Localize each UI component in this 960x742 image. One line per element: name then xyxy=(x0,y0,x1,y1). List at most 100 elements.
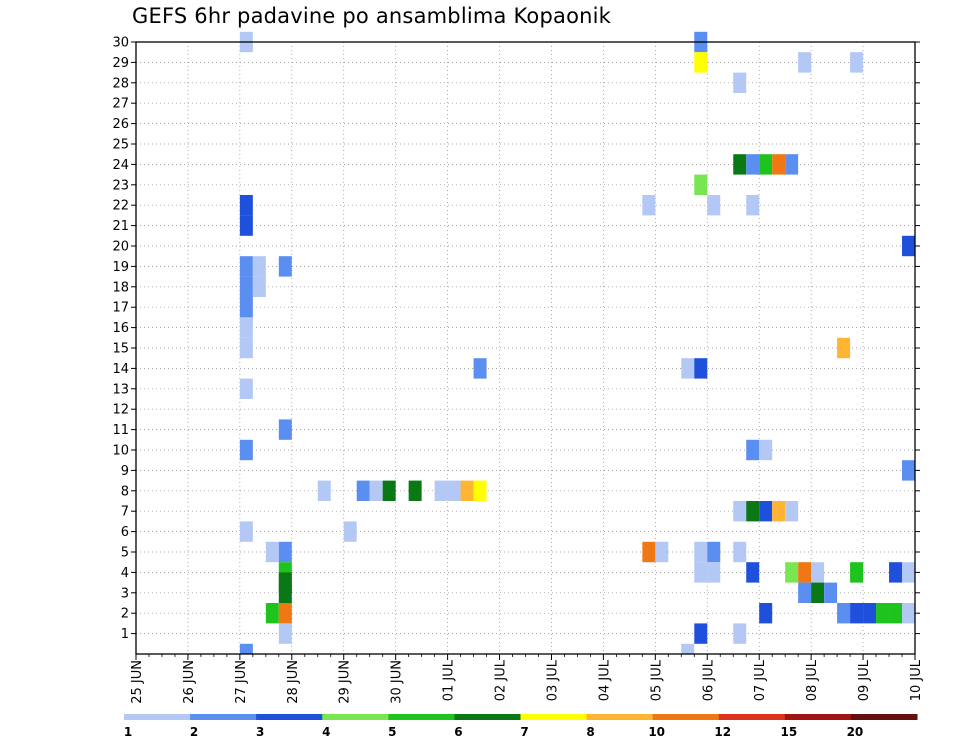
data-cell xyxy=(239,256,253,277)
data-cell xyxy=(824,582,838,603)
data-cell xyxy=(239,195,253,216)
data-cell xyxy=(434,480,448,501)
data-cell xyxy=(460,480,474,501)
data-cell xyxy=(733,501,747,522)
y-tick-label: 7 xyxy=(121,505,129,520)
y-tick-label: 6 xyxy=(121,525,129,540)
y-tick-label: 8 xyxy=(121,484,129,499)
y-tick-label: 19 xyxy=(112,260,129,275)
y-tick-label: 9 xyxy=(121,464,129,479)
y-tick-label: 24 xyxy=(112,158,129,173)
data-cell xyxy=(447,480,461,501)
y-tick-label: 21 xyxy=(112,219,129,234)
colorbar-label: 12 xyxy=(714,725,731,739)
data-cell xyxy=(889,603,903,624)
data-cell xyxy=(902,603,915,624)
x-tick-label: 27 JUN xyxy=(234,660,249,704)
data-cell xyxy=(239,215,253,236)
data-cell xyxy=(239,378,253,399)
colorbar-swatch xyxy=(124,714,191,720)
data-cell xyxy=(746,501,760,522)
data-cell xyxy=(317,480,331,501)
x-tick-label: 28 JUN xyxy=(286,660,301,704)
data-cell xyxy=(278,419,292,440)
data-cell xyxy=(746,562,760,583)
data-cell xyxy=(759,154,773,175)
data-cell xyxy=(278,256,292,277)
data-cell xyxy=(902,562,915,583)
data-cell xyxy=(239,317,253,338)
x-tick-label: 29 JUN xyxy=(338,660,353,704)
data-cell xyxy=(811,582,825,603)
data-cell xyxy=(278,623,292,644)
data-cell xyxy=(759,603,773,624)
chart-title: GEFS 6hr padavine po ansamblima Kopaonik xyxy=(132,4,612,28)
y-tick-label: 10 xyxy=(112,444,129,459)
y-tick-label: 11 xyxy=(112,423,129,438)
data-cell xyxy=(239,337,253,359)
data-cell xyxy=(681,643,695,654)
x-tick-label: 25 JUN xyxy=(130,660,145,704)
y-tick-label: 1 xyxy=(121,627,129,642)
x-tick-label: 30 JUN xyxy=(390,660,405,704)
data-cell xyxy=(902,235,915,257)
colorbar-swatch xyxy=(454,714,521,720)
data-cell xyxy=(850,562,864,583)
y-axis: 1234567891011121314151617181920212223242… xyxy=(112,36,920,642)
colorbar-label: 2 xyxy=(190,725,198,739)
colorbar-label: 5 xyxy=(388,725,396,739)
x-tick-label: 08 JUL xyxy=(805,659,820,701)
data-cell xyxy=(473,480,487,501)
data-cell xyxy=(837,603,851,624)
data-cell xyxy=(759,501,773,522)
data-cell xyxy=(642,195,656,216)
data-cell xyxy=(694,174,708,195)
data-cell xyxy=(694,623,708,644)
y-tick-label: 30 xyxy=(112,36,129,51)
data-cell xyxy=(798,52,812,73)
data-cell xyxy=(694,562,708,583)
data-cell xyxy=(759,439,773,461)
x-tick-label: 26 JUN xyxy=(182,660,197,704)
data-cell xyxy=(694,52,708,73)
y-tick-label: 13 xyxy=(112,382,129,397)
data-cells xyxy=(239,31,915,654)
colorbar-label: 20 xyxy=(847,725,864,739)
data-cell xyxy=(239,521,253,542)
data-cell xyxy=(876,603,890,624)
data-cell xyxy=(382,480,396,501)
data-cell xyxy=(252,276,266,297)
y-tick-label: 25 xyxy=(112,138,129,153)
data-cell xyxy=(902,460,915,481)
data-cell xyxy=(239,297,253,318)
data-cell xyxy=(369,480,383,501)
data-cell xyxy=(798,582,812,603)
data-cell xyxy=(746,154,760,175)
y-tick-label: 14 xyxy=(112,362,129,377)
data-cell xyxy=(837,337,851,359)
data-cell xyxy=(746,439,760,461)
y-tick-label: 20 xyxy=(112,240,129,255)
colorbar: 1 2 3 4 5 6 7 8 10 12 15 20 xyxy=(124,714,918,739)
y-tick-label: 4 xyxy=(121,566,129,581)
x-tick-label: 10 JUL xyxy=(909,659,924,701)
y-tick-label: 16 xyxy=(112,321,129,336)
data-cell xyxy=(239,643,253,654)
y-tick-label: 15 xyxy=(112,342,129,357)
y-tick-label: 23 xyxy=(112,178,129,193)
data-cell xyxy=(785,154,799,175)
data-cell xyxy=(772,154,786,175)
x-tick-label: 01 JUL xyxy=(442,659,457,701)
colorbar-label: 6 xyxy=(454,725,462,739)
data-cell xyxy=(733,623,747,644)
y-tick-label: 22 xyxy=(112,199,129,214)
data-cell xyxy=(733,72,747,93)
x-tick-label: 06 JUL xyxy=(701,659,716,701)
data-cell xyxy=(785,501,799,522)
data-cell xyxy=(278,541,292,563)
data-cell xyxy=(850,603,864,624)
data-cell xyxy=(746,195,760,216)
data-cell xyxy=(707,195,721,216)
data-cell xyxy=(798,562,812,583)
